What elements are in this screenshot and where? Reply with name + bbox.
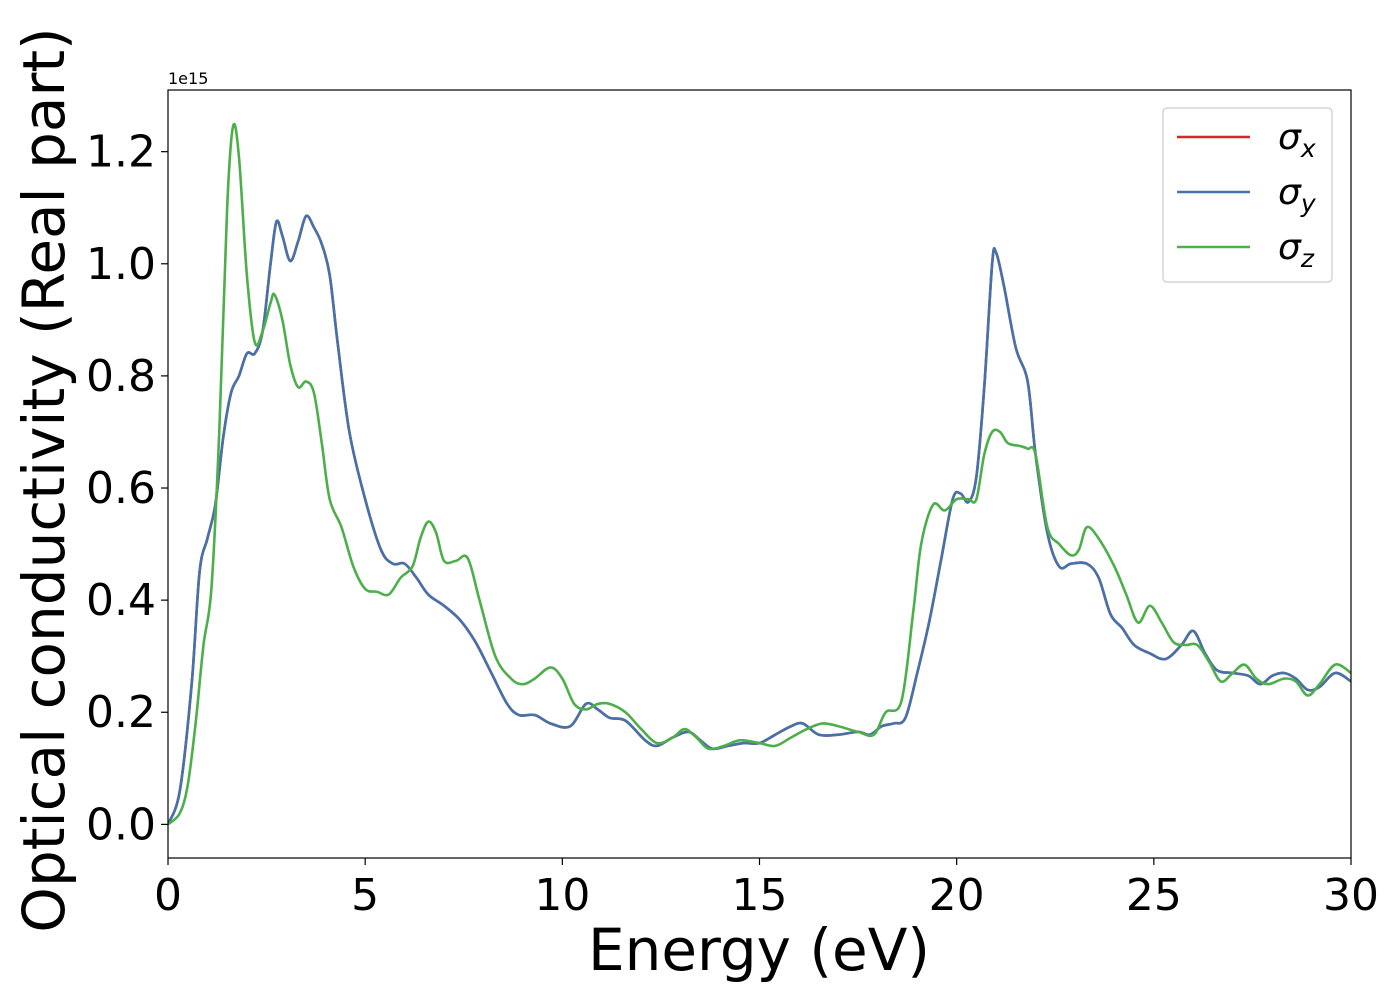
y-tick-label: 0.6: [86, 463, 156, 514]
y-tick-label: 1.2: [86, 127, 156, 178]
plot-lines: [168, 122, 1351, 826]
legend-items: σx σy σz: [1177, 117, 1317, 273]
y-tick-label: 0.2: [86, 687, 156, 738]
y-tick-label: 0.8: [86, 351, 156, 402]
y-tick-label: 0.4: [86, 575, 156, 626]
x-tick-label: 20: [929, 870, 985, 921]
x-tick-label: 30: [1323, 870, 1379, 921]
y-tick-label: 1.0: [86, 239, 156, 290]
series-line-y: [168, 214, 1351, 825]
x-axis-label: Energy (eV): [588, 916, 930, 984]
legend-label-y: σy: [1278, 172, 1317, 218]
y-axis-label: Optical conductivity (Real part): [10, 27, 78, 932]
y-axis-ticks: 0.0 0.2 0.4 0.6 0.8 1.0 1.2: [86, 127, 168, 850]
legend: σx σy σz: [1162, 107, 1333, 283]
x-axis-ticks: 0 5 10 15 20 25 30: [154, 858, 1379, 921]
x-tick-label: 5: [351, 870, 379, 921]
legend-label-z: σz: [1278, 227, 1315, 273]
x-tick-label: 25: [1126, 870, 1182, 921]
legend-box: [1162, 107, 1333, 283]
series-line-z: [168, 122, 1351, 826]
y-tick-label: 0.0: [86, 799, 156, 850]
x-tick-label: 0: [154, 870, 182, 921]
series-line-x: [168, 214, 1351, 825]
x-tick-label: 10: [534, 870, 590, 921]
y-offset-label: 1e15: [168, 69, 208, 88]
x-tick-label: 15: [732, 870, 788, 921]
legend-label-x: σx: [1278, 117, 1316, 163]
